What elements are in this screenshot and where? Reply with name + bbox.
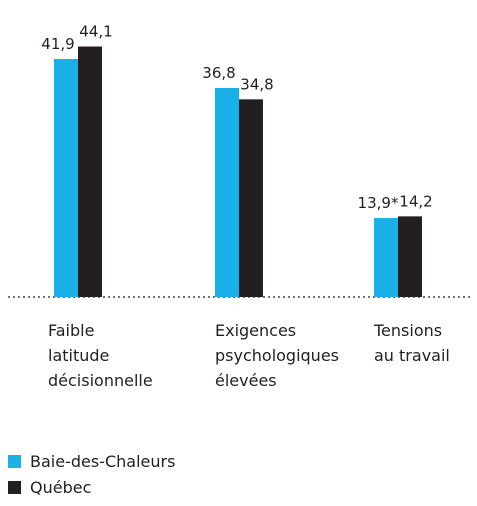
value-label: 14,2: [399, 192, 432, 210]
bar: [54, 59, 78, 298]
value-label: 36,8: [202, 64, 235, 82]
category-line: décisionnelle: [48, 371, 153, 390]
category-line: au travail: [374, 346, 450, 365]
bar: [78, 46, 102, 298]
bar: [374, 218, 398, 297]
category-label: Faible latitude décisionnelle: [48, 321, 153, 390]
category-line: Tensions: [373, 321, 442, 340]
legend-label: Baie-des-Chaleurs: [30, 452, 175, 471]
value-label: 41,9: [41, 35, 74, 53]
bar: [239, 99, 263, 297]
category-line: latitude: [48, 346, 109, 365]
category-line: Faible: [48, 321, 94, 340]
value-label: 13,9*: [358, 194, 399, 212]
legend-swatch: [8, 481, 21, 494]
bar: [215, 87, 239, 297]
category-line: psychologiques: [215, 346, 339, 365]
category-line: élevées: [215, 371, 277, 390]
value-label: 34,8: [240, 75, 273, 93]
legend-label: Québec: [30, 478, 91, 497]
category-label: Exigences psychologiques élevées: [215, 321, 339, 390]
category-line: Exigences: [215, 321, 296, 340]
category-label: Tensions au travail: [373, 321, 450, 365]
bar: [398, 216, 422, 297]
value-label: 44,1: [79, 23, 112, 41]
legend-swatch: [8, 455, 21, 468]
